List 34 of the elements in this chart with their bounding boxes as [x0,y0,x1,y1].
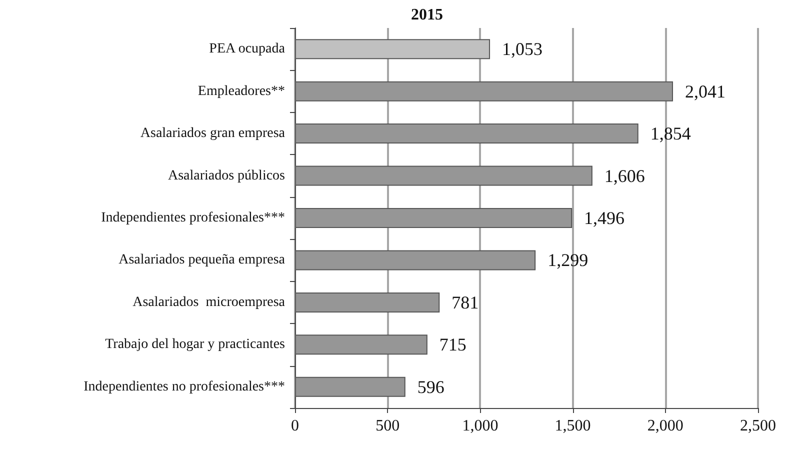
data-label: 1,606 [604,166,645,186]
y-tick-label: Independientes no profesionales*** [84,379,285,394]
y-tick-label: Asalariados pequeña empresa [118,252,286,268]
x-tick-label: 2,000 [647,418,684,434]
x-tick-label: 2,500 [740,418,776,434]
bar [295,376,406,397]
bar [295,39,490,60]
x-tick-label: 0 [291,418,299,434]
x-tick-label: 500 [376,418,400,434]
chart-title: 2015 [411,6,443,24]
y-tick-label: Empleadores** [198,84,285,99]
y-tick-label: Asalariados microempresa [132,294,286,310]
y-tick-label: Trabajo del hogar y practicantes [105,337,285,352]
data-label: 1,053 [502,39,543,60]
x-tick-label: 1,500 [554,418,591,434]
bar [295,250,536,270]
data-label: 596 [417,376,444,397]
bar [295,81,673,102]
data-label: 1,854 [650,124,691,144]
data-label: 781 [452,292,479,312]
y-tick-label: PEA ocupada [209,42,286,57]
data-label: 715 [439,334,466,355]
bar [295,166,592,186]
x-tick-label: 1,000 [462,418,498,434]
bar [295,292,440,312]
data-label: 2,041 [684,81,726,102]
bar [295,334,428,355]
bar [295,124,638,144]
data-label: 1,299 [548,250,588,270]
data-label: 1,496 [584,208,625,228]
bar [295,208,572,228]
y-tick-label: Asalariados gran empresa [140,126,286,142]
y-tick-label: Independientes profesionales*** [101,210,285,226]
y-tick-label: Asalariados públicos [168,168,285,184]
